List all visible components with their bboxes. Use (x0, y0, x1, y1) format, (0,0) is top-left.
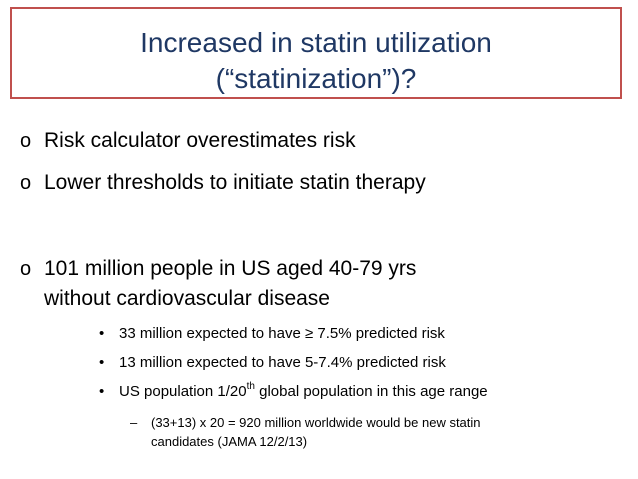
sub-bullet-text: 33 million expected to have ≥ 7.5% predi… (119, 325, 445, 342)
text-before-sup: US population 1/20 (119, 383, 247, 400)
dot-bullet-icon: • (99, 354, 105, 371)
bullet-risk-calculator: o Risk calculator overestimates risk (20, 128, 356, 154)
circle-bullet-icon: o (20, 258, 32, 280)
bullet-101-million: o 101 million people in US aged 40-79 yrs (20, 256, 416, 282)
bullet-text: Risk calculator overestimates risk (44, 129, 356, 152)
sub-sub-bullet-line-2: candidates (JAMA 12/2/13) (151, 434, 308, 449)
sub-bullet-text: US population 1/20th global population i… (119, 382, 488, 402)
circle-bullet-icon: o (20, 130, 32, 152)
dot-bullet-icon: • (99, 325, 105, 342)
title-box: Increased in statin utilization (“statin… (10, 7, 622, 99)
bullet-101-million-continuation: without cardiovascular disease (44, 287, 330, 310)
bullet-lower-thresholds: o Lower thresholds to initiate statin the… (20, 170, 426, 196)
text-after-sup: global population in this age range (254, 383, 488, 400)
title-line-2: (“statinization”)? (215, 63, 417, 94)
dash-bullet-icon: – (130, 415, 138, 430)
sub-bullet-text: 13 million expected to have 5-7.4% predi… (119, 354, 446, 371)
superscript-th: th (246, 381, 255, 392)
bullet-text: Lower thresholds to initiate statin ther… (44, 171, 426, 194)
title-line-1: Increased in statin utilization (140, 27, 492, 58)
sub-sub-bullet-line-1: (33+13) x 20 = 920 million worldwide wou… (151, 415, 481, 430)
circle-bullet-icon: o (20, 172, 32, 194)
dot-bullet-icon: • (99, 383, 105, 400)
bullet-text: 101 million people in US aged 40-79 yrs (44, 257, 417, 280)
